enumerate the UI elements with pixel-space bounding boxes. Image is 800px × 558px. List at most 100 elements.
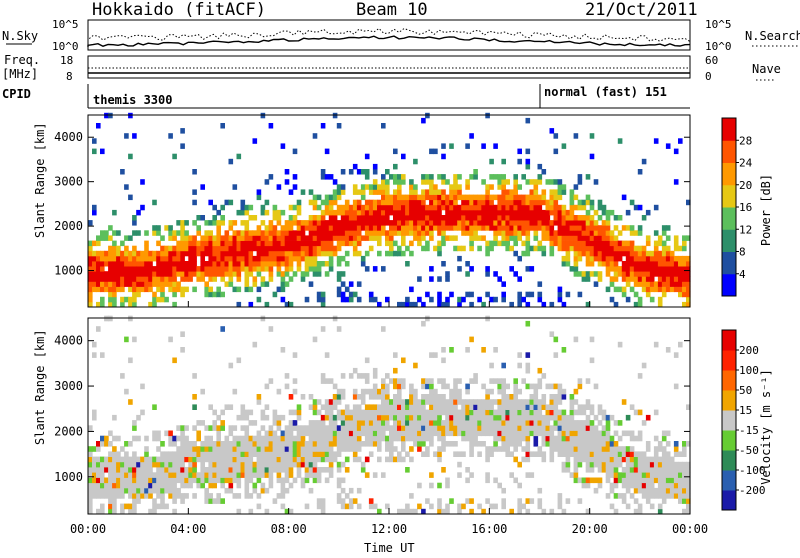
power-cell — [497, 179, 502, 185]
velocity-cell — [613, 508, 619, 515]
power-cell — [665, 245, 671, 252]
velocity-cell — [521, 446, 526, 452]
velocity-cell — [625, 487, 631, 494]
velocity-cell — [645, 456, 651, 463]
power-cell — [629, 225, 635, 231]
velocity-cell — [605, 456, 611, 463]
power-cell — [465, 220, 470, 226]
power-cell — [320, 199, 326, 206]
power-cell — [605, 271, 611, 277]
power-cell — [224, 235, 230, 241]
velocity-cell — [340, 414, 346, 421]
power-cell — [409, 301, 414, 308]
velocity-cell — [517, 503, 522, 510]
velocity-cell — [553, 446, 559, 452]
velocity-cell — [573, 467, 579, 473]
velocity-cell — [678, 493, 683, 499]
power-cell — [385, 235, 390, 241]
power-cell — [461, 220, 466, 226]
power-cell — [661, 276, 667, 282]
power-cell — [489, 215, 494, 221]
velocity-cell — [88, 467, 93, 473]
power-cell — [176, 271, 181, 277]
power-cell — [553, 220, 559, 226]
velocity-colorbar-label: 50 — [739, 384, 752, 397]
power-cell — [88, 245, 93, 252]
velocity-cell — [409, 435, 414, 442]
velocity-cell — [200, 451, 205, 457]
velocity-cell — [224, 477, 230, 484]
power-cell — [621, 194, 627, 201]
velocity-cell — [136, 477, 141, 484]
power-cell — [537, 291, 543, 298]
power-cell — [429, 194, 434, 201]
velocity-cell — [344, 409, 350, 416]
velocity-cell — [228, 430, 234, 437]
power-cell — [140, 271, 145, 277]
velocity-cell — [473, 414, 478, 421]
power-cell — [108, 250, 113, 257]
power-cell — [561, 235, 567, 241]
velocity-cell — [457, 451, 462, 457]
power-cell — [96, 286, 101, 293]
power-cell — [364, 250, 370, 257]
velocity-cell — [533, 399, 539, 405]
power-cell — [513, 230, 518, 236]
power-cell — [449, 189, 454, 195]
power-cell — [645, 286, 651, 293]
velocity-cell — [469, 441, 474, 447]
velocity-cell — [686, 498, 691, 504]
velocity-cell — [393, 414, 398, 421]
velocity-cell — [621, 472, 627, 478]
velocity-cell — [381, 409, 386, 416]
velocity-cell — [569, 472, 575, 478]
power-cell — [160, 250, 165, 257]
power-cell — [264, 209, 270, 216]
velocity-cell — [104, 493, 109, 499]
velocity-cell — [212, 477, 217, 484]
power-cell — [533, 204, 539, 211]
velocity-cell — [509, 508, 514, 515]
power-cell — [152, 199, 157, 206]
power-cell — [581, 204, 587, 211]
velocity-cell — [268, 425, 274, 431]
power-cell — [252, 245, 258, 252]
velocity-cell — [645, 441, 651, 447]
power-cell — [100, 271, 105, 277]
power-cell — [585, 220, 591, 226]
power-cell — [92, 204, 97, 211]
velocity-cell — [284, 425, 290, 431]
power-cell — [100, 281, 105, 287]
power-cell — [525, 199, 531, 206]
velocity-cell — [372, 367, 378, 374]
power-cell — [557, 184, 563, 190]
power-cell — [537, 204, 543, 211]
power-cell — [184, 235, 189, 241]
velocity-cell — [425, 498, 430, 504]
power-cell — [445, 179, 450, 185]
power-cell — [104, 276, 109, 282]
velocity-cell — [521, 409, 526, 416]
velocity-cell — [156, 430, 161, 437]
velocity-cell — [589, 477, 595, 484]
velocity-cell — [124, 467, 129, 473]
velocity-cell — [256, 493, 262, 499]
power-cell — [264, 261, 270, 267]
velocity-cell — [385, 435, 390, 442]
power-cell — [605, 255, 611, 262]
velocity-cell — [312, 425, 318, 431]
power-cell — [232, 240, 238, 247]
power-cell — [537, 220, 543, 226]
power-cell — [661, 245, 667, 252]
power-cell — [256, 296, 262, 303]
velocity-cell — [421, 508, 426, 515]
velocity-cell — [441, 420, 446, 426]
power-cell — [144, 250, 149, 257]
power-cell — [96, 281, 101, 287]
power-cell — [136, 291, 141, 298]
power-cell — [417, 215, 422, 221]
power-cell — [425, 194, 430, 201]
velocity-cell — [377, 414, 382, 421]
power-cell — [344, 235, 350, 241]
power-cell — [312, 194, 318, 201]
